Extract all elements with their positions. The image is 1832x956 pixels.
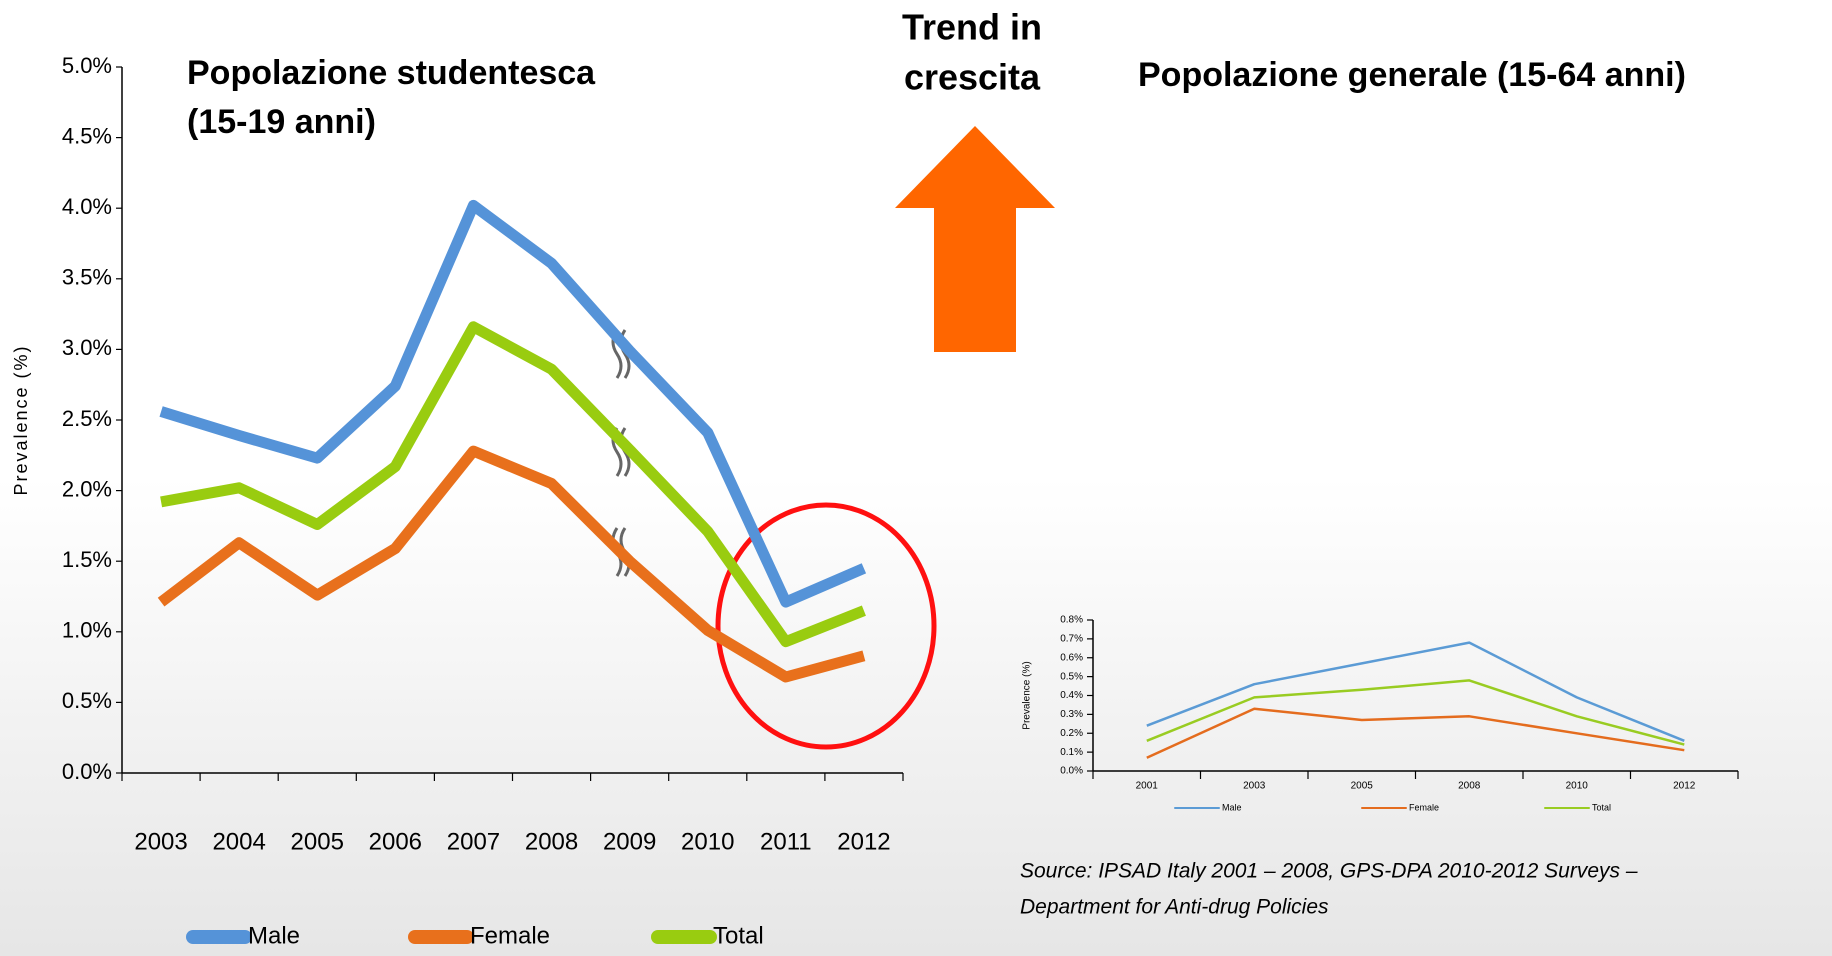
y-tick-label: 0.0% xyxy=(1060,766,1083,777)
legend-label: Female xyxy=(1409,802,1439,812)
x-tick-label: 2007 xyxy=(447,828,500,855)
legend-label: Total xyxy=(1592,802,1611,812)
y-tick-label: 4.5% xyxy=(62,123,112,148)
data-line xyxy=(157,445,866,683)
y-tick-label: 5.0% xyxy=(62,53,112,78)
y-tick-label: 0.1% xyxy=(1060,747,1083,758)
data-line xyxy=(1146,641,1685,742)
x-tick-label: 2006 xyxy=(369,828,422,855)
legend-label: Male xyxy=(248,922,300,949)
heading: Trend in xyxy=(902,7,1042,48)
x-tick-label: 2005 xyxy=(1351,781,1374,792)
y-tick-label: 0.7% xyxy=(1060,634,1083,645)
x-tick-label: 2010 xyxy=(681,828,734,855)
x-tick-label: 2011 xyxy=(760,828,812,855)
y-axis-label: Prevalence (%) xyxy=(11,344,31,495)
heading: crescita xyxy=(904,57,1041,98)
y-tick-label: 0.2% xyxy=(1060,728,1083,739)
x-tick-label: 2005 xyxy=(291,828,344,855)
x-tick-label: 2008 xyxy=(525,828,578,855)
y-tick-label: 3.5% xyxy=(62,265,112,290)
x-tick-label: 2003 xyxy=(1243,781,1266,792)
source-note: Department for Anti-drug Policies xyxy=(1020,896,1329,919)
y-tick-label: 0.3% xyxy=(1060,709,1083,720)
x-tick-label: 2004 xyxy=(212,828,265,855)
legend-label: Male xyxy=(1222,802,1242,812)
y-tick-label: 1.0% xyxy=(62,618,112,643)
chart-title: Popolazione studentesca xyxy=(187,54,596,92)
up-arrow xyxy=(895,126,1055,352)
data-line xyxy=(1146,679,1685,746)
chart-title: Popolazione generale (15-64 anni) xyxy=(1138,56,1686,94)
x-tick-label: 2003 xyxy=(134,828,187,855)
x-tick-label: 2012 xyxy=(837,828,890,855)
source-note: Source: IPSAD Italy 2001 – 2008, GPS-DPA… xyxy=(1020,860,1638,883)
y-tick-label: 4.0% xyxy=(62,194,112,219)
data-line xyxy=(1146,707,1685,759)
y-tick-label: 0.4% xyxy=(1060,690,1083,701)
x-tick-label: 2008 xyxy=(1458,781,1481,792)
x-tick-label: 2010 xyxy=(1566,781,1589,792)
y-tick-label: 0.5% xyxy=(62,688,112,713)
y-tick-label: 0.6% xyxy=(1060,652,1083,663)
legend-label: Total xyxy=(713,922,764,949)
y-tick-label: 0.0% xyxy=(62,759,112,784)
x-tick-label: 2001 xyxy=(1136,781,1159,792)
data-line xyxy=(160,321,866,648)
y-tick-label: 1.5% xyxy=(62,547,112,572)
y-tick-label: 2.0% xyxy=(62,476,112,501)
y-tick-label: 2.5% xyxy=(62,406,112,431)
y-tick-label: 0.8% xyxy=(1060,615,1083,626)
x-tick-label: 2012 xyxy=(1673,781,1696,792)
data-line xyxy=(159,199,867,608)
y-tick-label: 0.5% xyxy=(1060,671,1083,682)
y-tick-label: 3.0% xyxy=(62,335,112,360)
x-tick-label: 2009 xyxy=(603,828,656,855)
chart-title: (15-19 anni) xyxy=(187,103,376,141)
highlight-ellipse xyxy=(715,502,937,750)
legend-label: Female xyxy=(470,922,550,949)
y-axis-label: Prevalence (%) xyxy=(1022,661,1033,729)
